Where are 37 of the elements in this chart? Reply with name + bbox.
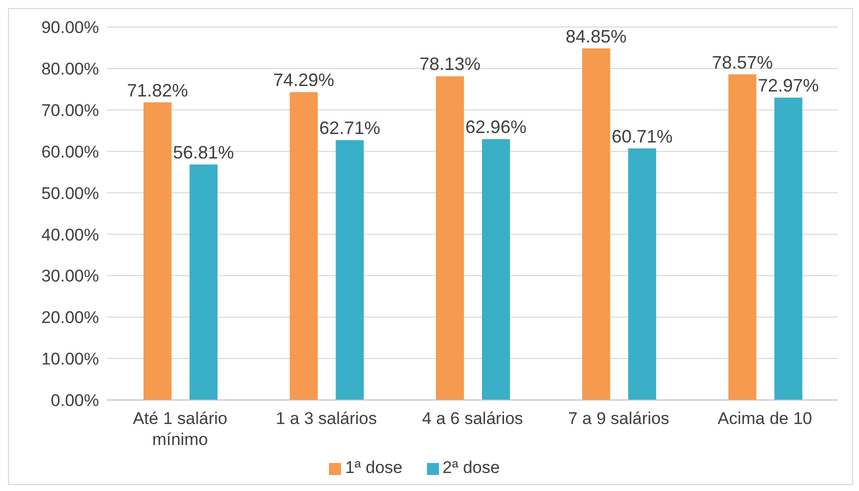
y-tick-label: 0.00%: [50, 391, 99, 410]
y-tick-label: 20.00%: [41, 308, 99, 328]
data-label: 78.13%: [419, 54, 480, 74]
y-tick-label: 60.00%: [41, 142, 99, 162]
x-tick-label: 1 a 3 salários: [276, 409, 377, 428]
x-tick-label: Até 1 salário mínimo: [132, 409, 228, 449]
bar: [336, 140, 364, 400]
data-label: 56.81%: [173, 142, 234, 163]
data-label: 62.96%: [465, 117, 526, 138]
x-tick-label: 7 a 9 salários: [568, 409, 670, 428]
bar: [436, 76, 464, 400]
bar: [482, 139, 510, 400]
x-tick-label: Acima de 10: [718, 409, 812, 428]
data-label: 60.71%: [612, 126, 673, 146]
y-tick-label: 30.00%: [41, 266, 99, 286]
bar: [582, 48, 610, 400]
data-label: 78.57%: [712, 52, 773, 72]
data-label: 72.97%: [758, 76, 819, 96]
legend-label: 2ª dose: [442, 458, 500, 477]
y-tick-label: 80.00%: [41, 59, 99, 78]
x-tick-label: 4 a 6 salários: [422, 409, 524, 428]
legend-label: 1ª dose: [345, 458, 402, 477]
y-tick-label: 50.00%: [41, 184, 99, 203]
data-label: 71.82%: [127, 80, 188, 100]
bar: [728, 74, 756, 400]
bar: [290, 92, 318, 400]
bar: [144, 102, 172, 400]
bar: [190, 164, 218, 400]
y-tick-label: 40.00%: [41, 225, 99, 244]
y-tick-label: 10.00%: [41, 350, 99, 369]
data-label: 74.29%: [273, 70, 334, 90]
bar: [628, 148, 656, 400]
data-label: 84.85%: [566, 26, 627, 46]
y-tick-label: 70.00%: [41, 100, 99, 120]
bar: [774, 98, 802, 400]
y-tick-label: 90.00%: [41, 18, 99, 38]
data-label: 62.71%: [319, 118, 380, 138]
